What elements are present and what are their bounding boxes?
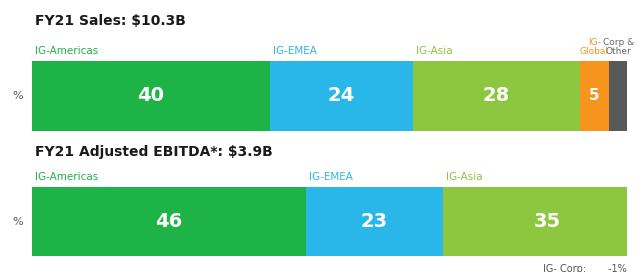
Bar [306,187,443,256]
Text: 24: 24 [328,86,355,105]
Text: IG-Americas: IG-Americas [35,46,98,56]
Text: IG-Americas: IG-Americas [35,172,98,182]
Text: IG-EMEA: IG-EMEA [308,172,353,182]
Bar [32,61,270,131]
Text: 46: 46 [156,212,182,231]
Text: FY21 Adjusted EBITDA*: $3.9B: FY21 Adjusted EBITDA*: $3.9B [35,145,273,159]
Text: 5: 5 [589,88,600,103]
Text: %: % [12,91,23,101]
Text: IG-
Global: IG- Global [580,38,609,56]
Text: Corp &
Other: Corp & Other [603,38,634,56]
Text: %: % [12,217,23,227]
Bar [443,187,640,256]
Text: IG-EMEA: IG-EMEA [273,46,317,56]
Text: 23: 23 [361,212,388,231]
Text: 28: 28 [483,86,510,105]
Bar [580,61,609,131]
Text: 40: 40 [138,86,164,105]
Text: IG-Asia: IG-Asia [445,172,483,182]
Bar [609,61,627,131]
Text: IG-Asia: IG-Asia [416,46,452,56]
Bar [413,61,580,131]
Bar [32,187,306,256]
Text: FY21 Sales: $10.3B: FY21 Sales: $10.3B [35,14,186,29]
Text: 35: 35 [533,212,561,231]
Bar [270,61,413,131]
Text: IG- Corp:       -1%: IG- Corp: -1% [543,264,627,272]
